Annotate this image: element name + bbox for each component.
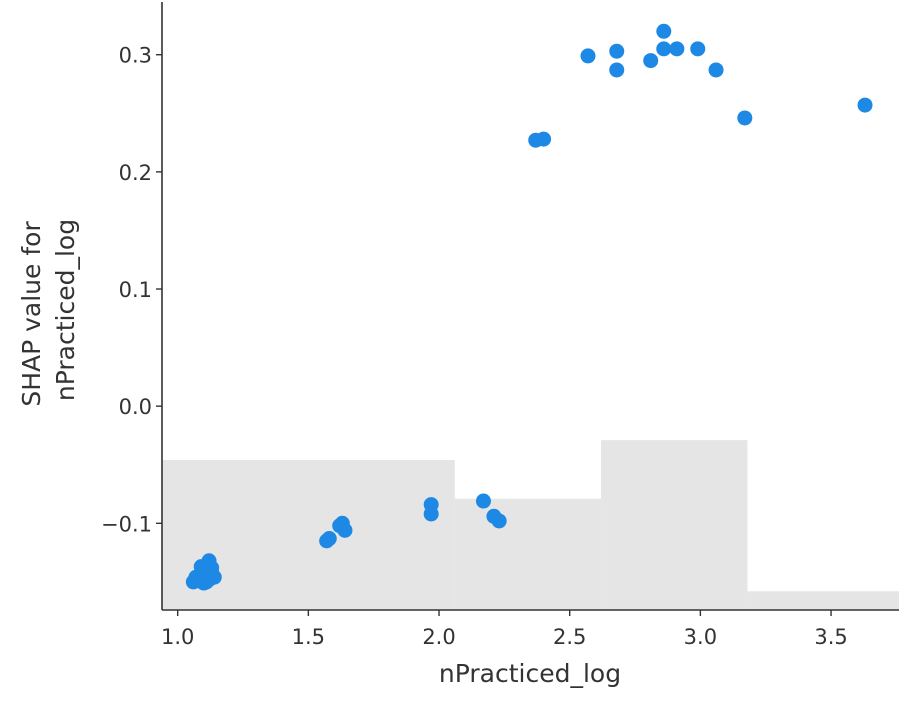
scatter-point-19	[337, 522, 353, 538]
scatter-points	[185, 23, 873, 591]
histogram-bar-3	[601, 440, 748, 610]
scatter-point-32	[656, 41, 672, 57]
histogram-bar-4	[747, 591, 899, 610]
scatter-point-29	[609, 62, 625, 78]
scatter-point-16	[321, 531, 337, 547]
scatter-point-14	[198, 574, 214, 590]
y-axis-label: SHAP value for nPracticed_log	[17, 213, 80, 406]
y-tick-label: 0.2	[119, 161, 152, 185]
scatter-point-36	[737, 110, 753, 126]
scatter-point-24	[491, 513, 507, 529]
histogram-background	[162, 440, 899, 610]
x-tick-label: 1.5	[292, 625, 325, 649]
x-tick-label: 3.5	[814, 625, 847, 649]
y-tick-label: 0.0	[119, 395, 152, 419]
scatter-point-26	[536, 131, 552, 147]
y-tick-label: 0.3	[119, 44, 152, 68]
x-axis-ticks: 1.0 1.5 2.0 2.5 3.0 3.5	[161, 610, 848, 649]
y-tick-label: −0.1	[101, 512, 152, 536]
scatter-point-33	[669, 41, 685, 57]
scatter-point-21	[423, 506, 439, 522]
scatter-point-30	[643, 53, 659, 69]
x-tick-label: 3.0	[684, 625, 717, 649]
scatter-point-22	[475, 493, 491, 509]
x-axis-label: nPracticed_log	[439, 659, 621, 688]
y-axis-label-line-1: SHAP value for	[17, 221, 46, 407]
y-tick-label: 0.1	[119, 278, 152, 302]
scatter-point-34	[690, 41, 706, 57]
scatter-point-28	[609, 43, 625, 59]
scatter-point-37	[857, 97, 873, 113]
x-tick-label: 2.5	[553, 625, 586, 649]
y-axis-ticks: −0.1 0.0 0.1 0.2 0.3	[101, 44, 162, 536]
x-tick-label: 2.0	[422, 625, 455, 649]
scatter-point-27	[580, 48, 596, 64]
x-tick-label: 1.0	[161, 625, 194, 649]
histogram-bar-2	[454, 498, 602, 610]
scatter-point-35	[708, 62, 724, 78]
y-axis-label-line-2: nPracticed_log	[51, 219, 80, 401]
scatter-point-31	[656, 23, 672, 39]
